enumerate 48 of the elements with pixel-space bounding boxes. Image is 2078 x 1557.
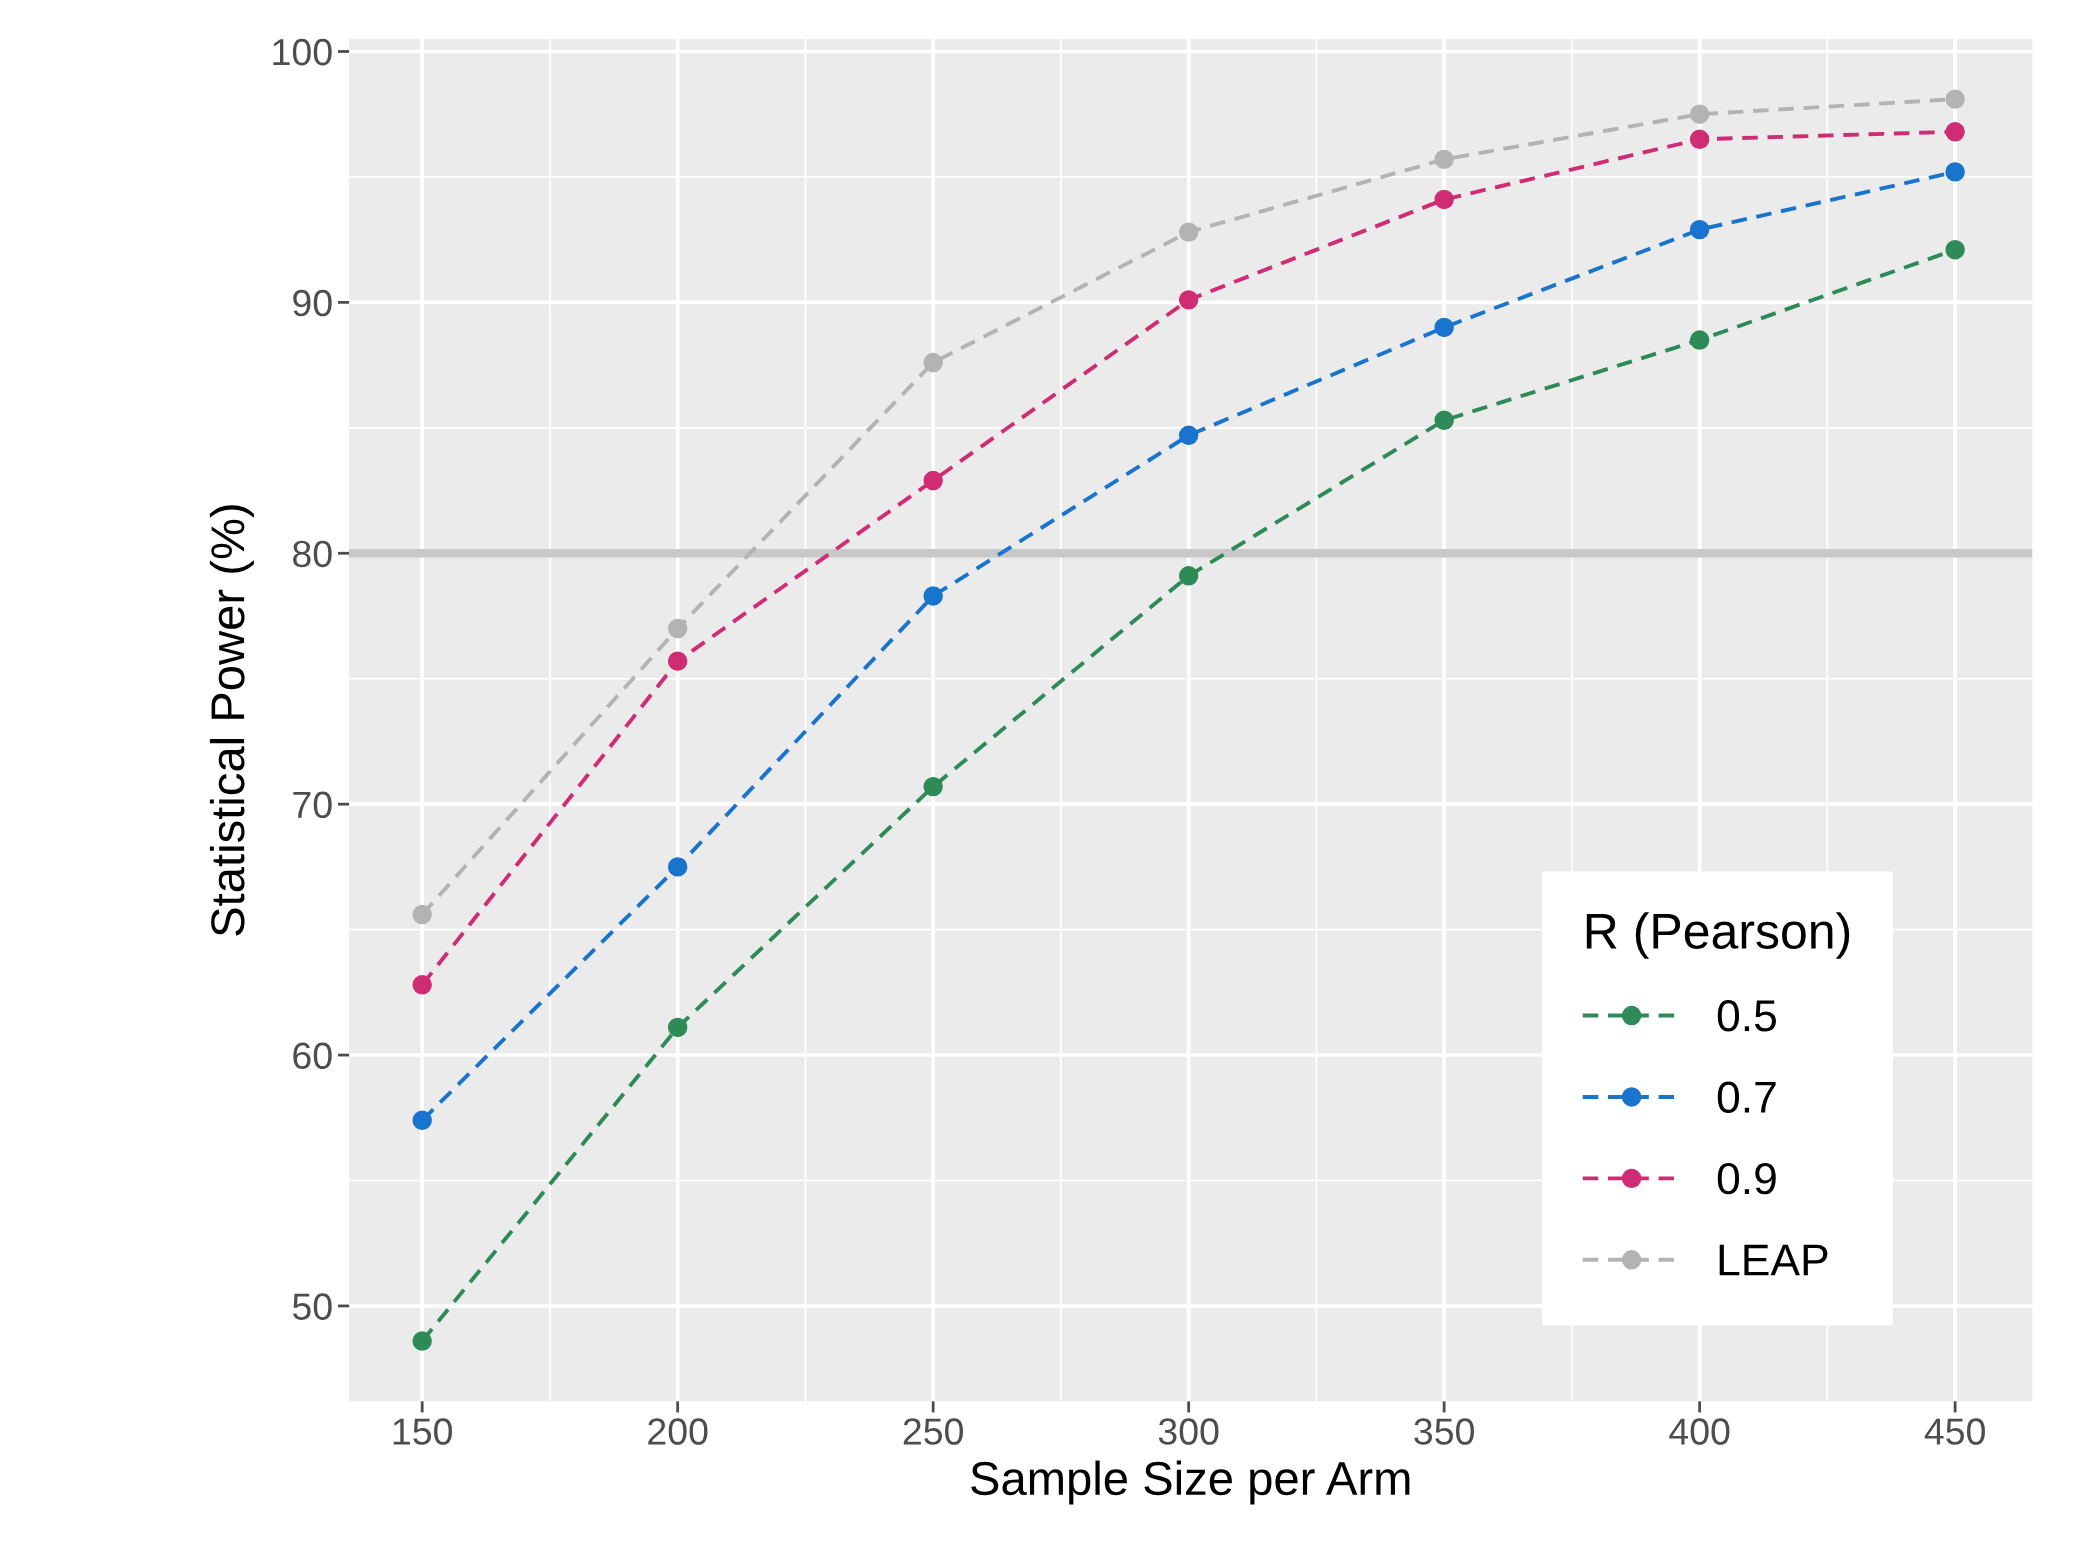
point <box>923 586 943 606</box>
x-tick-label: 300 <box>1158 1418 1219 1445</box>
x-tick-label: 350 <box>1414 1418 1474 1445</box>
x-tick-label: 450 <box>1924 1418 1985 1445</box>
point <box>667 618 688 639</box>
point <box>412 975 432 995</box>
x-axis-title: Sample Size per Arm <box>971 1460 1410 1505</box>
y-tick-label: 80 <box>293 540 332 568</box>
y-tick-label: 50 <box>292 1293 332 1320</box>
point <box>1689 129 1710 150</box>
y-tick-label: 100 <box>273 38 332 66</box>
point <box>1178 566 1199 586</box>
point <box>412 904 432 925</box>
point <box>1434 189 1454 210</box>
point <box>1434 317 1454 338</box>
point <box>1945 122 1965 142</box>
point <box>1689 330 1710 350</box>
point <box>923 470 943 491</box>
y-tick-label: 90 <box>293 289 332 317</box>
legend-label: 0.9 <box>1717 1162 1776 1195</box>
legend-title: R (Pearson) <box>1586 912 1850 959</box>
point <box>1178 425 1199 446</box>
legend-label: 0.7 <box>1717 1081 1776 1113</box>
point <box>667 857 688 877</box>
point <box>1434 149 1454 170</box>
x-tick-label: 250 <box>903 1418 963 1445</box>
point <box>1689 104 1710 124</box>
point <box>412 1331 432 1351</box>
point <box>1945 239 1965 260</box>
point <box>923 776 943 797</box>
point <box>1945 89 1965 109</box>
point <box>1434 410 1454 431</box>
y-axis-title: Statistical Power (%) <box>209 505 254 936</box>
point <box>1178 290 1199 310</box>
point <box>1689 219 1710 240</box>
x-tick-label: 200 <box>648 1418 708 1445</box>
point <box>923 352 943 373</box>
x-tick-label: 150 <box>393 1418 452 1445</box>
x-tick-label: 400 <box>1669 1418 1730 1445</box>
legend-label: 0.5 <box>1717 1000 1776 1032</box>
point <box>1178 222 1199 242</box>
point <box>667 651 688 671</box>
point <box>412 1110 432 1131</box>
y-tick-label: 70 <box>293 791 332 819</box>
y-tick-label: 60 <box>293 1042 332 1070</box>
legend-label: LEAP <box>1719 1244 1828 1276</box>
point <box>667 1017 688 1038</box>
point <box>1945 162 1965 182</box>
